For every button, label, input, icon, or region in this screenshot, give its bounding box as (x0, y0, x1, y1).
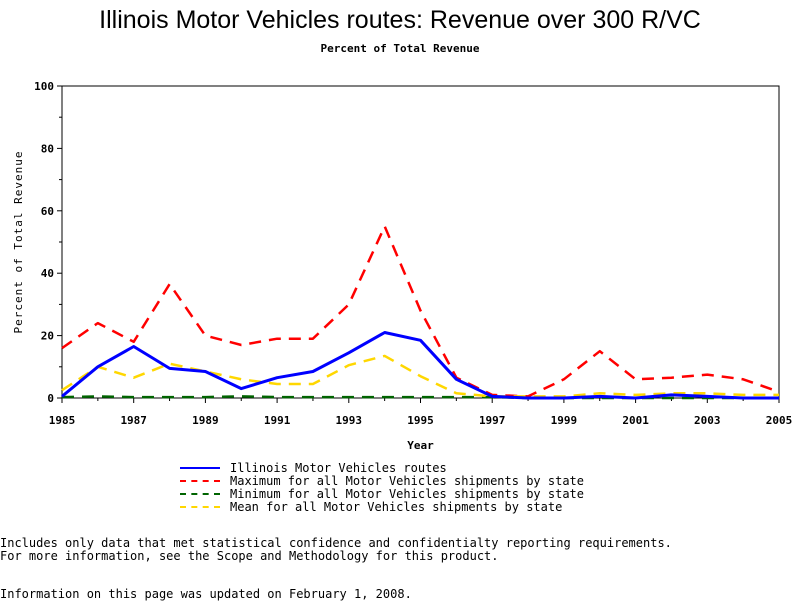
y-tick-label-20: 20 (41, 330, 54, 343)
legend-label-1: Maximum for all Motor Vehicles shipments… (230, 473, 585, 488)
x-tick-label-1993: 1993 (336, 414, 363, 427)
legend-label-0: Illinois Motor Vehicles routes (230, 460, 447, 475)
x-tick-label-1985: 1985 (49, 414, 76, 427)
x-tick-label-1989: 1989 (192, 414, 219, 427)
footnote-updated: Information on this page was updated on … (0, 587, 412, 601)
x-tick-label-1991: 1991 (264, 414, 291, 427)
y-tick-label-80: 80 (41, 142, 54, 155)
x-tick-label-1987: 1987 (120, 414, 147, 427)
y-tick-label-100: 100 (34, 80, 54, 93)
footnote-methodology: For more information, see the Scope and … (0, 549, 499, 563)
y-axis-label: Percent of Total Revenue (12, 151, 25, 334)
chart-subtitle: Percent of Total Revenue (320, 42, 480, 55)
plot-frame (61, 85, 780, 399)
chart-title: Illinois Motor Vehicles routes: Revenue … (99, 6, 701, 34)
footnote-confidence: Includes only data that met statistical … (0, 536, 672, 550)
legend-swatch-0 (180, 466, 220, 469)
y-tick-label-40: 40 (41, 267, 54, 280)
legend-entry-3: Mean for all Motor Vehicles shipments by… (180, 499, 584, 514)
legend-entry-1: Maximum for all Motor Vehicles shipments… (180, 473, 585, 488)
y-tick-label-0: 0 (47, 392, 54, 405)
y-tick-label-60: 60 (41, 205, 54, 218)
series-line-1 (61, 225, 780, 398)
legend-swatch-2 (180, 492, 220, 495)
legend-label-3: Mean for all Motor Vehicles shipments by… (230, 499, 563, 514)
series-line-0 (61, 331, 779, 400)
legend-entry-2: Minimum for all Motor Vehicles shipments… (180, 486, 585, 501)
x-tick-label-1999: 1999 (551, 414, 578, 427)
legend-entry-0: Illinois Motor Vehicles routes (180, 460, 584, 475)
line-chart: 1985 1987 1989 1991 1993 1995 1997 1999 2001 2003… (12, 80, 793, 452)
x-tick-label-1995: 1995 (407, 414, 434, 427)
chart-legend: Illinois Motor Vehicles routes Maximum fo… (180, 460, 585, 514)
x-tick-label-2005: 2005 (766, 414, 793, 427)
legend-swatch-3 (180, 505, 220, 508)
x-tick-label-1997: 1997 (479, 414, 506, 427)
x-tick-label-2001: 2001 (622, 414, 649, 427)
legend-swatch-1 (180, 479, 220, 482)
x-tick-label-2003: 2003 (694, 414, 721, 427)
x-axis-label: Year (407, 439, 434, 452)
legend-label-2: Minimum for all Motor Vehicles shipments… (230, 486, 585, 501)
series-line-3 (61, 354, 779, 398)
